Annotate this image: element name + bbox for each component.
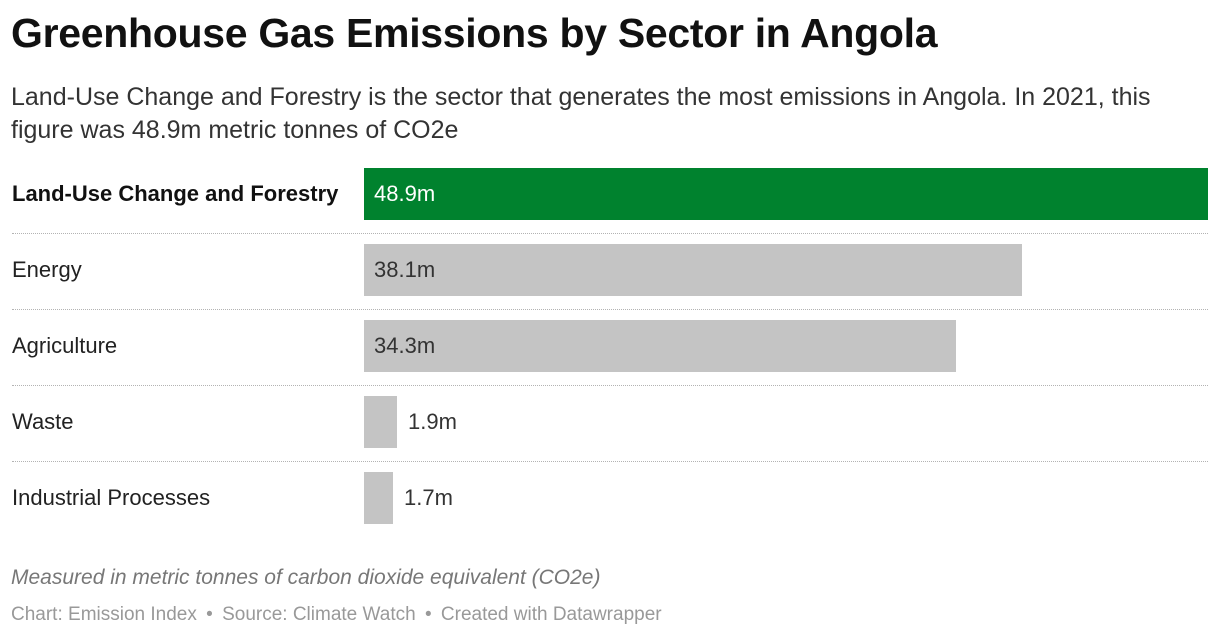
category-label: Industrial Processes bbox=[12, 485, 211, 510]
bar-row: Waste 1.9m bbox=[12, 396, 1208, 472]
row-separator bbox=[12, 385, 1208, 386]
value-label: 1.7m bbox=[404, 485, 453, 510]
category-label: Energy bbox=[12, 257, 82, 282]
bar-row: Industrial Processes 1.7m bbox=[12, 472, 1208, 548]
byline-source-link[interactable]: Source: Climate Watch bbox=[222, 604, 416, 625]
bar-row: Land-Use Change and Forestry 48.9m bbox=[12, 168, 1208, 244]
byline-separator: • bbox=[206, 604, 213, 625]
bar bbox=[364, 320, 956, 372]
category-label: Waste bbox=[12, 409, 74, 434]
byline-chart-credit: Chart: Emission Index bbox=[11, 604, 197, 625]
row-separator bbox=[12, 233, 1208, 234]
bar bbox=[364, 396, 397, 448]
category-label: Agriculture bbox=[12, 333, 118, 358]
bar-row: Energy 38.1m bbox=[12, 244, 1208, 320]
value-label: 48.9m bbox=[374, 181, 436, 206]
chart-subtitle: Land-Use Change and Forestry is the sect… bbox=[11, 83, 1151, 144]
byline-datawrapper-link[interactable]: Created with Datawrapper bbox=[440, 604, 662, 625]
value-label: 34.3m bbox=[374, 333, 436, 358]
chart-byline: Chart: Emission Index • Source: Climate … bbox=[11, 604, 662, 626]
bar-chart: Land-Use Change and Forestry 48.9m Energy 3… bbox=[0, 168, 1220, 538]
byline-separator: • bbox=[424, 604, 432, 625]
row-separator bbox=[12, 309, 1208, 310]
value-label: 38.1m bbox=[374, 257, 436, 282]
bar-row: Agriculture 34.3m bbox=[12, 320, 1208, 396]
bar bbox=[364, 168, 1208, 220]
bar bbox=[364, 472, 393, 524]
chart-title: Greenhouse Gas Emissions by Sector in An… bbox=[11, 10, 938, 56]
category-label: Land-Use Change and Forestry bbox=[12, 181, 339, 206]
chart-notes: Measured in metric tonnes of carbon diox… bbox=[11, 566, 601, 589]
bar bbox=[364, 244, 1022, 296]
row-separator bbox=[12, 461, 1208, 462]
value-label: 1.9m bbox=[408, 409, 457, 434]
